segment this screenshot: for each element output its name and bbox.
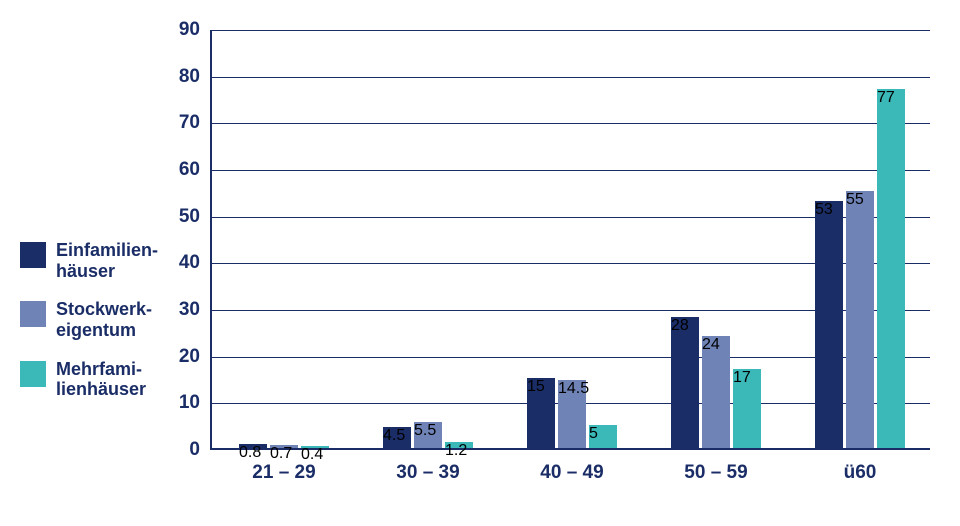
ytick-label-0: 0 — [189, 439, 200, 461]
xtick-label-1: 30 – 39 — [396, 462, 459, 484]
legend-swatch-mehrfamilien — [20, 361, 46, 387]
bar-stockwerk-4: 55 — [846, 191, 874, 448]
gridline-y-90 — [212, 30, 930, 31]
legend-item-mehrfamilien: Mehrfami- lienhäuser — [20, 359, 175, 400]
bar-mehrfamilien-1: 1.2 — [445, 442, 473, 448]
chart-container: Einfamilien- häuser Stockwerk- eigentum Me… — [0, 0, 960, 526]
plot-area: 010203040506070809021 – 290.80.70.430 – … — [210, 30, 930, 450]
legend: Einfamilien- häuser Stockwerk- eigentum Me… — [20, 240, 175, 418]
ytick-label-20: 20 — [179, 346, 200, 368]
ytick-label-90: 90 — [179, 19, 200, 41]
ytick-label-60: 60 — [179, 159, 200, 181]
ytick-label-30: 30 — [179, 299, 200, 321]
xtick-label-4: ü60 — [844, 462, 877, 484]
bar-stockwerk-1: 5.5 — [414, 422, 442, 448]
legend-item-einfamilien: Einfamilien- häuser — [20, 240, 175, 281]
bar-stockwerk-0: 0.7 — [270, 445, 298, 448]
bar-stockwerk-3: 24 — [702, 336, 730, 448]
bar-einfamilien-3: 28 — [671, 317, 699, 448]
bar-mehrfamilien-0: 0.4 — [301, 446, 329, 448]
bar-mehrfamilien-3: 17 — [733, 369, 761, 448]
bar-mehrfamilien-2: 5 — [589, 425, 617, 448]
gridline-y-70 — [212, 123, 930, 124]
legend-swatch-einfamilien — [20, 242, 46, 268]
ytick-label-10: 10 — [179, 392, 200, 414]
ytick-label-40: 40 — [179, 252, 200, 274]
gridline-y-80 — [212, 77, 930, 78]
legend-label-stockwerk: Stockwerk- eigentum — [56, 299, 152, 340]
bar-einfamilien-1: 4.5 — [383, 427, 411, 448]
xtick-label-3: 50 – 59 — [684, 462, 747, 484]
ytick-label-70: 70 — [179, 112, 200, 134]
legend-item-stockwerk: Stockwerk- eigentum — [20, 299, 175, 340]
xtick-label-0: 21 – 29 — [252, 462, 315, 484]
bar-mehrfamilien-4: 77 — [877, 89, 905, 448]
bar-stockwerk-2: 14.5 — [558, 380, 586, 448]
legend-label-mehrfamilien: Mehrfami- lienhäuser — [56, 359, 146, 400]
ytick-label-80: 80 — [179, 66, 200, 88]
legend-label-einfamilien: Einfamilien- häuser — [56, 240, 158, 281]
bar-einfamilien-0: 0.8 — [239, 444, 267, 448]
bar-einfamilien-2: 15 — [527, 378, 555, 448]
xtick-label-2: 40 – 49 — [540, 462, 603, 484]
ytick-label-50: 50 — [179, 206, 200, 228]
bar-einfamilien-4: 53 — [815, 201, 843, 448]
gridline-y-60 — [212, 170, 930, 171]
legend-swatch-stockwerk — [20, 301, 46, 327]
